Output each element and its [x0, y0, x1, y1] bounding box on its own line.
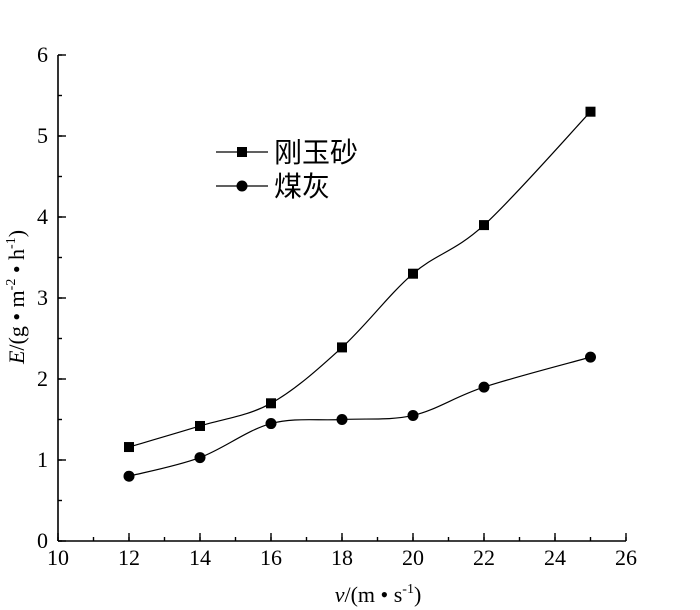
x-tick-label: 12 — [118, 545, 140, 570]
legend-label: 刚玉砂 — [274, 136, 358, 169]
data-point-circle — [123, 470, 135, 482]
legend-item: 刚玉砂 — [216, 136, 358, 169]
x-axis-label: v/(m • s-1) — [335, 582, 422, 607]
legend-item: 煤灰 — [216, 170, 330, 203]
data-point-square — [124, 442, 134, 453]
data-point-circle — [478, 381, 490, 393]
series-1 — [124, 106, 596, 453]
series-line — [128, 111, 591, 448]
y-axis-label: E/(g • m-2 • h-1) — [4, 230, 29, 365]
data-point-circle — [407, 409, 419, 421]
data-point-square — [195, 420, 205, 431]
x-tick-label: 26 — [615, 545, 637, 570]
legend-marker — [236, 180, 248, 192]
data-point-square — [408, 268, 418, 279]
x-tick-label: 20 — [402, 545, 424, 570]
series-2 — [123, 351, 596, 482]
x-tick-label: 16 — [260, 545, 282, 570]
legend-label: 煤灰 — [274, 170, 330, 203]
y-tick-label: 2 — [37, 366, 48, 391]
data-point-circle — [265, 418, 277, 430]
data-point-square — [266, 398, 276, 409]
data-point-square — [585, 106, 596, 117]
legend-marker — [237, 147, 247, 157]
y-tick-label: 1 — [37, 447, 48, 472]
data-point-square — [337, 342, 347, 353]
x-tick-label: 24 — [544, 545, 566, 570]
data-point-circle — [194, 452, 206, 464]
x-tick-label: 18 — [331, 545, 353, 570]
y-tick-label: 3 — [37, 285, 48, 310]
y-tick-label: 6 — [37, 42, 48, 67]
data-point-circle — [585, 351, 596, 363]
x-tick-label: 14 — [189, 545, 211, 570]
x-tick-label: 10 — [47, 545, 69, 570]
y-tick-label: 5 — [37, 123, 48, 148]
y-tick-label: 4 — [37, 204, 48, 229]
data-point-circle — [336, 414, 348, 425]
series — [123, 106, 596, 482]
x-tick-label: 22 — [473, 545, 495, 570]
axes — [57, 55, 626, 542]
y-tick-label: 0 — [37, 528, 48, 553]
data-point-square — [479, 220, 489, 231]
